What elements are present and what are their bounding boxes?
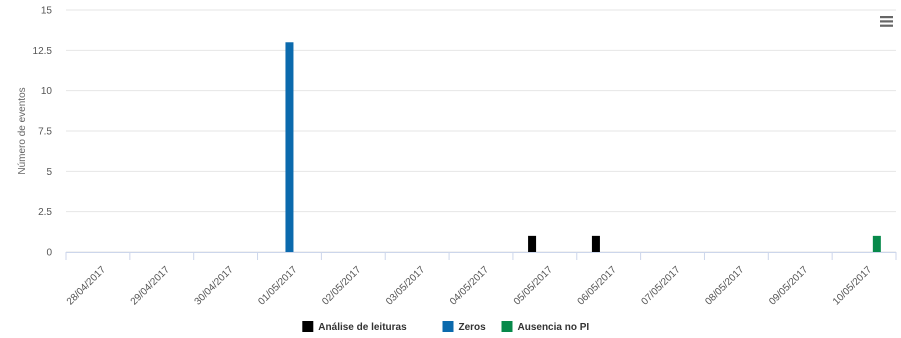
legend-label: Zeros <box>459 322 487 333</box>
chart-menu-button[interactable] <box>880 16 893 27</box>
legend-item[interactable]: Ausencia no PI <box>501 321 590 333</box>
x-tick-label: 03/05/2017 <box>384 264 427 307</box>
y-tick-label: 5 <box>46 167 52 178</box>
x-tick-label: 10/05/2017 <box>831 264 874 307</box>
legend-label: Análise de leituras <box>318 322 407 333</box>
x-tick-label: 06/05/2017 <box>576 264 619 307</box>
x-tick-label: 01/05/2017 <box>256 264 299 307</box>
x-tick-label: 05/05/2017 <box>512 264 555 307</box>
x-tick-label: 07/05/2017 <box>639 264 682 307</box>
bar-zeros-3[interactable] <box>285 42 294 253</box>
y-tick-label: 2.5 <box>38 207 52 218</box>
x-tick-label: 29/04/2017 <box>129 264 172 307</box>
legend: Análise de leituras Zeros Ausencia no PI <box>302 321 589 333</box>
x-axis: 28/04/2017 29/04/2017 30/04/2017 01/05/2017… <box>65 252 897 308</box>
x-tick-label: 28/04/2017 <box>65 264 108 307</box>
bar-an-lise-de-leituras-7[interactable] <box>528 235 537 252</box>
x-tick-label: 09/05/2017 <box>767 264 810 307</box>
legend-swatch <box>501 321 513 332</box>
y-tick-label: 12.5 <box>33 46 53 57</box>
bars <box>285 42 881 253</box>
bar-ausencia-no-pi-12[interactable] <box>872 235 881 252</box>
y-tick-label: 7.5 <box>38 127 52 138</box>
legend-label: Ausencia no PI <box>518 322 590 333</box>
legend-item[interactable]: Análise de leituras <box>302 321 407 333</box>
legend-swatch <box>442 321 454 332</box>
x-tick-label: 08/05/2017 <box>703 264 746 307</box>
y-tick-label: 15 <box>41 6 53 17</box>
y-axis-ticks: 0 2.5 5 7.5 10 12.5 15 <box>33 6 53 259</box>
bar-an-lise-de-leituras-8[interactable] <box>591 235 600 252</box>
x-tick-label: 02/05/2017 <box>320 264 363 307</box>
grid-lines <box>66 9 896 253</box>
x-tick-label: 30/04/2017 <box>193 264 236 307</box>
hamburger-menu-icon <box>880 16 893 27</box>
legend-swatch <box>302 321 314 332</box>
y-axis-label: Número de eventos <box>17 87 28 174</box>
legend-item[interactable]: Zeros <box>442 321 487 333</box>
y-tick-label: 0 <box>46 248 52 259</box>
x-tick-label: 04/05/2017 <box>448 264 491 307</box>
y-tick-label: 10 <box>41 86 53 97</box>
